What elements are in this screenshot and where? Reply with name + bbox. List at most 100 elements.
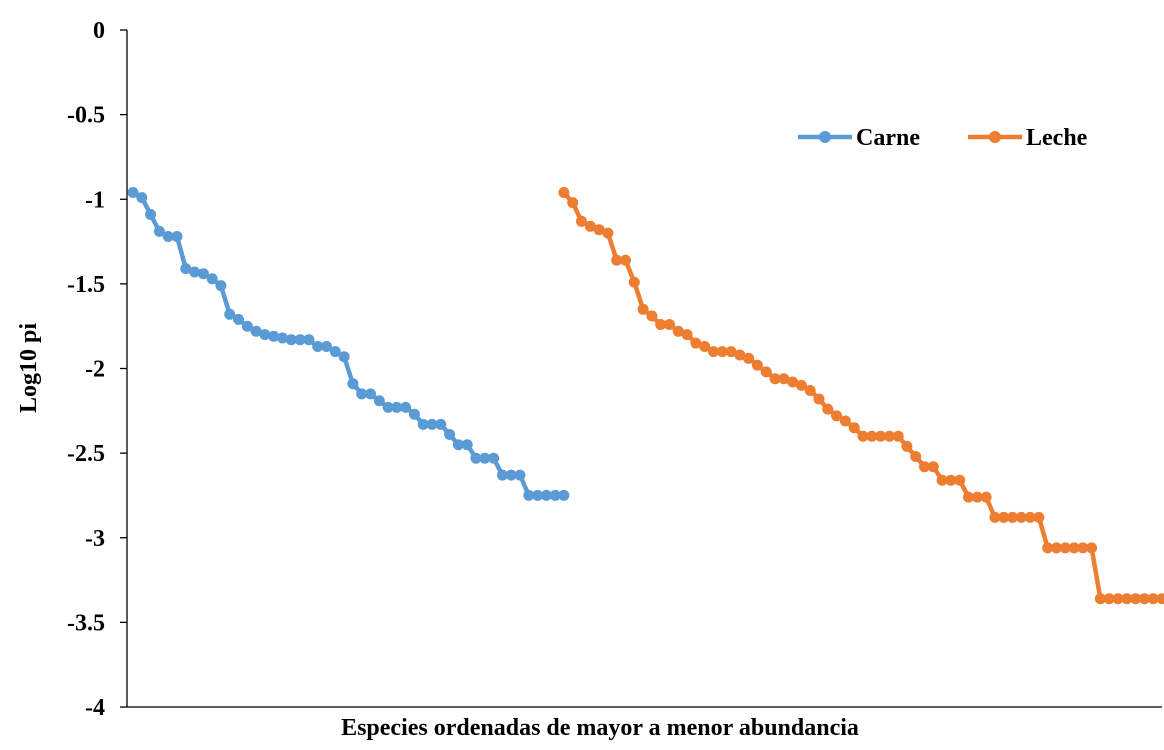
data-point bbox=[620, 254, 631, 266]
data-point bbox=[417, 418, 429, 430]
data-point bbox=[1156, 593, 1164, 605]
y-axis-title: Log10 pi bbox=[16, 323, 42, 413]
data-point bbox=[1051, 542, 1062, 554]
data-point bbox=[822, 403, 834, 415]
y-tick-label: 0 bbox=[93, 18, 105, 44]
data-point bbox=[954, 474, 966, 486]
data-point bbox=[532, 489, 544, 501]
legend: Carne Leche bbox=[798, 125, 1088, 151]
data-point bbox=[153, 225, 165, 237]
data-point bbox=[479, 452, 491, 464]
data-point bbox=[980, 491, 992, 503]
data-point bbox=[919, 461, 930, 473]
data-point bbox=[162, 231, 174, 242]
data-point bbox=[593, 224, 605, 236]
data-point bbox=[206, 273, 218, 285]
data-point bbox=[356, 388, 368, 400]
data-point bbox=[1024, 511, 1036, 523]
data-point bbox=[699, 341, 711, 352]
series-line bbox=[562, 191, 1162, 601]
legend-label: Carne bbox=[856, 125, 920, 151]
data-point bbox=[426, 418, 438, 430]
data-point bbox=[716, 346, 728, 358]
data-point bbox=[1059, 542, 1071, 554]
data-point bbox=[743, 352, 755, 364]
data-point bbox=[725, 346, 737, 358]
data-point bbox=[883, 430, 895, 442]
data-point bbox=[496, 469, 508, 481]
data-point bbox=[813, 393, 825, 405]
data-point bbox=[444, 429, 456, 440]
data-point bbox=[558, 489, 570, 501]
data-point bbox=[646, 310, 658, 322]
data-point bbox=[391, 401, 403, 413]
data-point bbox=[338, 351, 350, 363]
data-point bbox=[373, 395, 385, 407]
data-point bbox=[1103, 593, 1115, 605]
data-point bbox=[250, 325, 262, 337]
y-tick-label: -2 bbox=[85, 357, 105, 383]
data-point bbox=[303, 334, 315, 346]
data-point bbox=[611, 254, 623, 266]
data-point bbox=[558, 187, 570, 198]
data-point bbox=[197, 268, 209, 280]
y-tick-label: -3 bbox=[85, 526, 105, 552]
legend-swatch-marker bbox=[989, 131, 1001, 143]
series-leche bbox=[558, 187, 1164, 605]
data-point bbox=[408, 408, 420, 420]
data-point bbox=[857, 430, 869, 442]
data-point bbox=[839, 415, 851, 427]
data-point bbox=[514, 469, 526, 481]
data-point bbox=[567, 197, 579, 209]
data-point bbox=[945, 474, 957, 486]
legend-item-carne: Carne bbox=[798, 125, 920, 151]
y-tick-label: -3.5 bbox=[67, 610, 105, 636]
data-point bbox=[294, 334, 306, 346]
data-point bbox=[171, 231, 183, 242]
data-point bbox=[329, 346, 341, 358]
legend-label: Leche bbox=[1026, 125, 1088, 151]
data-point bbox=[1147, 593, 1159, 605]
data-point bbox=[664, 319, 675, 330]
data-point bbox=[488, 452, 500, 464]
data-point bbox=[400, 401, 412, 413]
data-point bbox=[1094, 593, 1106, 605]
data-point bbox=[382, 401, 394, 413]
data-point bbox=[347, 378, 359, 390]
data-point bbox=[189, 266, 201, 278]
data-point bbox=[285, 334, 297, 346]
data-point bbox=[971, 491, 983, 503]
data-point bbox=[708, 346, 719, 358]
data-point bbox=[145, 209, 157, 220]
data-point bbox=[365, 388, 376, 400]
data-point bbox=[224, 308, 236, 320]
data-point bbox=[795, 379, 807, 391]
data-point bbox=[540, 489, 552, 501]
data-point bbox=[435, 418, 447, 430]
data-point bbox=[760, 366, 772, 378]
data-point bbox=[233, 313, 244, 325]
legend-swatch-marker bbox=[819, 131, 831, 143]
data-point bbox=[470, 452, 482, 464]
data-point bbox=[734, 349, 746, 361]
y-tick-label: -2.5 bbox=[67, 441, 105, 467]
data-point bbox=[576, 215, 587, 227]
data-point bbox=[1042, 542, 1054, 554]
data-point bbox=[268, 330, 280, 342]
data-point bbox=[1121, 593, 1133, 605]
data-point bbox=[136, 192, 148, 204]
y-tick-label: -4 bbox=[85, 695, 105, 721]
data-point bbox=[628, 276, 640, 288]
data-point bbox=[690, 337, 702, 349]
data-point bbox=[241, 320, 253, 332]
data-point bbox=[936, 474, 948, 486]
data-point bbox=[778, 373, 790, 385]
data-point bbox=[910, 451, 922, 462]
x-axis-title: Especies ordenadas de mayor a menor abun… bbox=[341, 715, 859, 741]
data-point bbox=[1077, 542, 1089, 554]
data-point bbox=[637, 303, 649, 315]
data-point bbox=[769, 373, 781, 385]
series-line bbox=[131, 190, 564, 498]
data-point bbox=[180, 263, 192, 275]
